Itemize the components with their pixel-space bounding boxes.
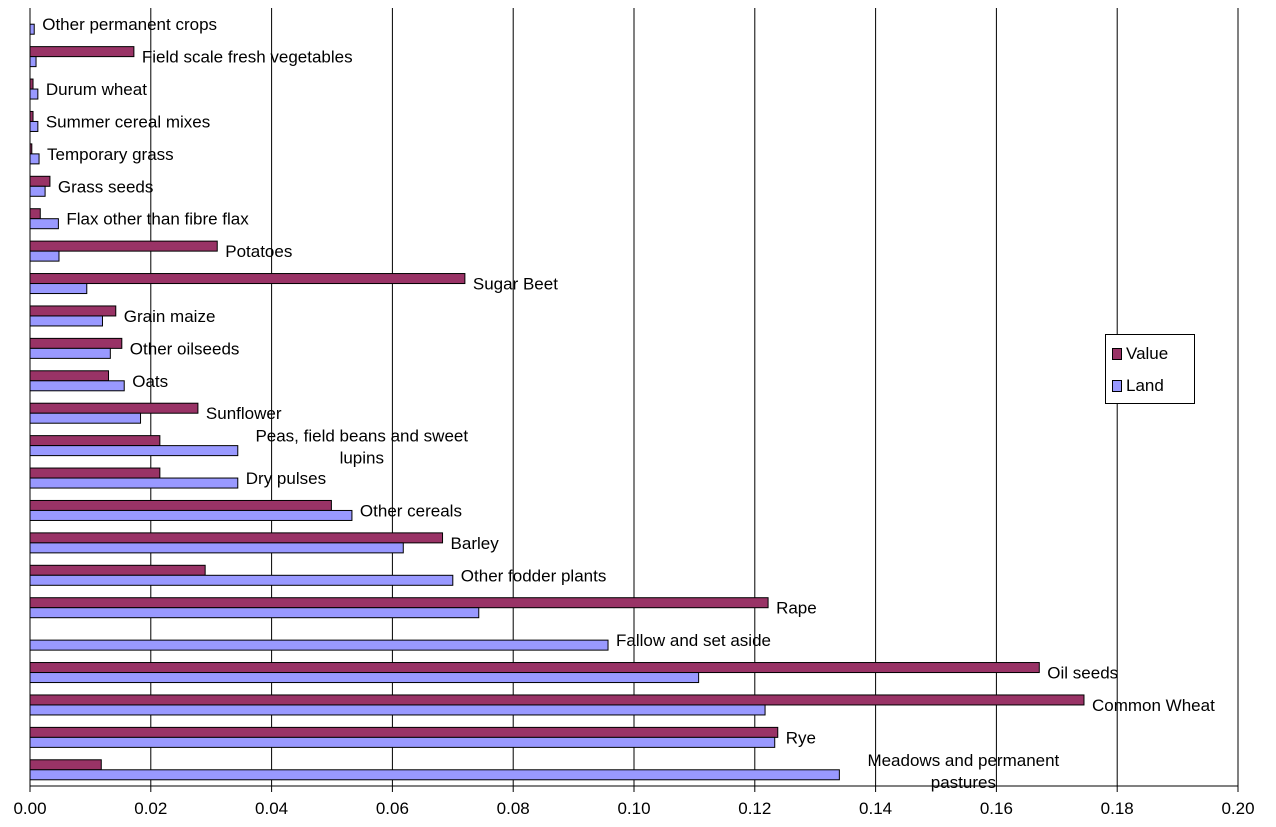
- x-tick-label: 0.04: [255, 799, 288, 818]
- category-label: Other oilseeds: [130, 339, 240, 358]
- category-label: Durum wheat: [46, 80, 147, 99]
- legend-item-land: Land: [1112, 376, 1164, 395]
- bar-land: [29, 56, 37, 68]
- bar-value: [29, 532, 444, 544]
- legend: Value Land: [1105, 334, 1195, 404]
- bar-land: [29, 639, 609, 651]
- category-label: Field scale fresh vegetables: [142, 48, 353, 67]
- bar-land: [29, 477, 239, 489]
- x-tick-labels: 0.00 0.02 0.04 0.06 0.08 0.10 0.12 0.14 0.16 0.18…: [13, 799, 1254, 818]
- bar-value: [29, 337, 123, 349]
- x-tick-label: 0.18: [1101, 799, 1134, 818]
- bar-value: [29, 305, 117, 317]
- bar-value: [29, 370, 110, 382]
- bar-value: [29, 597, 769, 609]
- category-label: Summer cereal mixes: [46, 112, 210, 131]
- category-label: Grain maize: [124, 307, 216, 326]
- category-label: Sugar Beet: [473, 275, 558, 294]
- category-label: Other cereals: [360, 501, 462, 520]
- bar-value: [29, 208, 41, 220]
- bar-land: [29, 283, 88, 295]
- category-label: Rape: [776, 599, 817, 618]
- bar-value: [29, 726, 779, 738]
- category-label: Flax other than fibre flax: [66, 210, 249, 229]
- bar-land: [29, 153, 40, 165]
- category-label: Sunflower: [206, 404, 282, 423]
- bar-value: [29, 46, 135, 58]
- category-label: Meadows and permanent pastures: [867, 751, 1059, 792]
- bar-land: [29, 769, 840, 781]
- category-label: Other permanent crops: [42, 15, 217, 34]
- bar-value: [29, 759, 102, 771]
- bar-land: [29, 412, 142, 424]
- category-label: Temporary grass: [47, 145, 174, 164]
- x-tick-label: 0.12: [738, 799, 771, 818]
- x-tick-label: 0.16: [980, 799, 1013, 818]
- category-label: Grass seeds: [58, 177, 153, 196]
- bar-value: [29, 499, 332, 511]
- category-label: Rye: [786, 728, 816, 747]
- bar-value: [29, 402, 199, 414]
- bar-land: [29, 218, 59, 230]
- legend-label-land: Land: [1126, 376, 1164, 395]
- x-tick-label: 0.06: [376, 799, 409, 818]
- category-label: Common Wheat: [1092, 696, 1215, 715]
- bars: [29, 23, 1085, 781]
- axes: [29, 8, 1239, 792]
- category-label: Peas, field beans and sweet lupins: [255, 427, 468, 468]
- category-label: Barley: [451, 534, 500, 553]
- legend-swatch-value: [1112, 348, 1122, 360]
- bar-value: [29, 694, 1085, 706]
- x-tick-label: 0.20: [1221, 799, 1254, 818]
- bar-land: [29, 542, 404, 554]
- bar-value: [29, 564, 206, 576]
- category-label: Dry pulses: [246, 469, 326, 488]
- category-label: Potatoes: [225, 242, 292, 261]
- bar-value: [29, 175, 51, 187]
- category-label: Oats: [132, 372, 168, 391]
- bar-land: [29, 88, 39, 100]
- category-label: Other fodder plants: [461, 566, 607, 585]
- x-tick-label: 0.00: [13, 799, 46, 818]
- bar-land: [29, 315, 103, 327]
- category-labels: Other permanent crops Field scale fresh v…: [42, 15, 1215, 792]
- bar-land: [29, 607, 480, 619]
- x-tick-label: 0.02: [134, 799, 167, 818]
- bar-value: [29, 273, 466, 285]
- bar-value: [29, 240, 218, 252]
- bar-land: [29, 185, 46, 197]
- legend-swatch-land: [1112, 380, 1122, 392]
- bar-land: [29, 574, 454, 586]
- bar-value: [29, 435, 161, 447]
- bar-land: [29, 445, 239, 457]
- bar-value: [29, 467, 161, 479]
- category-label: Oil seeds: [1047, 664, 1118, 683]
- bar-land: [29, 120, 39, 132]
- bar-land: [29, 23, 35, 35]
- x-tick-label: 0.10: [617, 799, 650, 818]
- bar-land: [29, 380, 125, 392]
- bar-value: [29, 662, 1040, 674]
- bar-land: [29, 250, 60, 262]
- category-label: Fallow and set aside: [616, 631, 771, 650]
- bar-land: [29, 347, 111, 359]
- legend-label-value: Value: [1126, 344, 1169, 363]
- bar-land: [29, 509, 353, 521]
- bar-land: [29, 736, 776, 748]
- bar-land: [29, 672, 700, 684]
- bar-land: [29, 704, 766, 716]
- x-tick-label: 0.08: [497, 799, 530, 818]
- legend-item-value: Value: [1112, 344, 1169, 363]
- x-tick-label: 0.14: [859, 799, 892, 818]
